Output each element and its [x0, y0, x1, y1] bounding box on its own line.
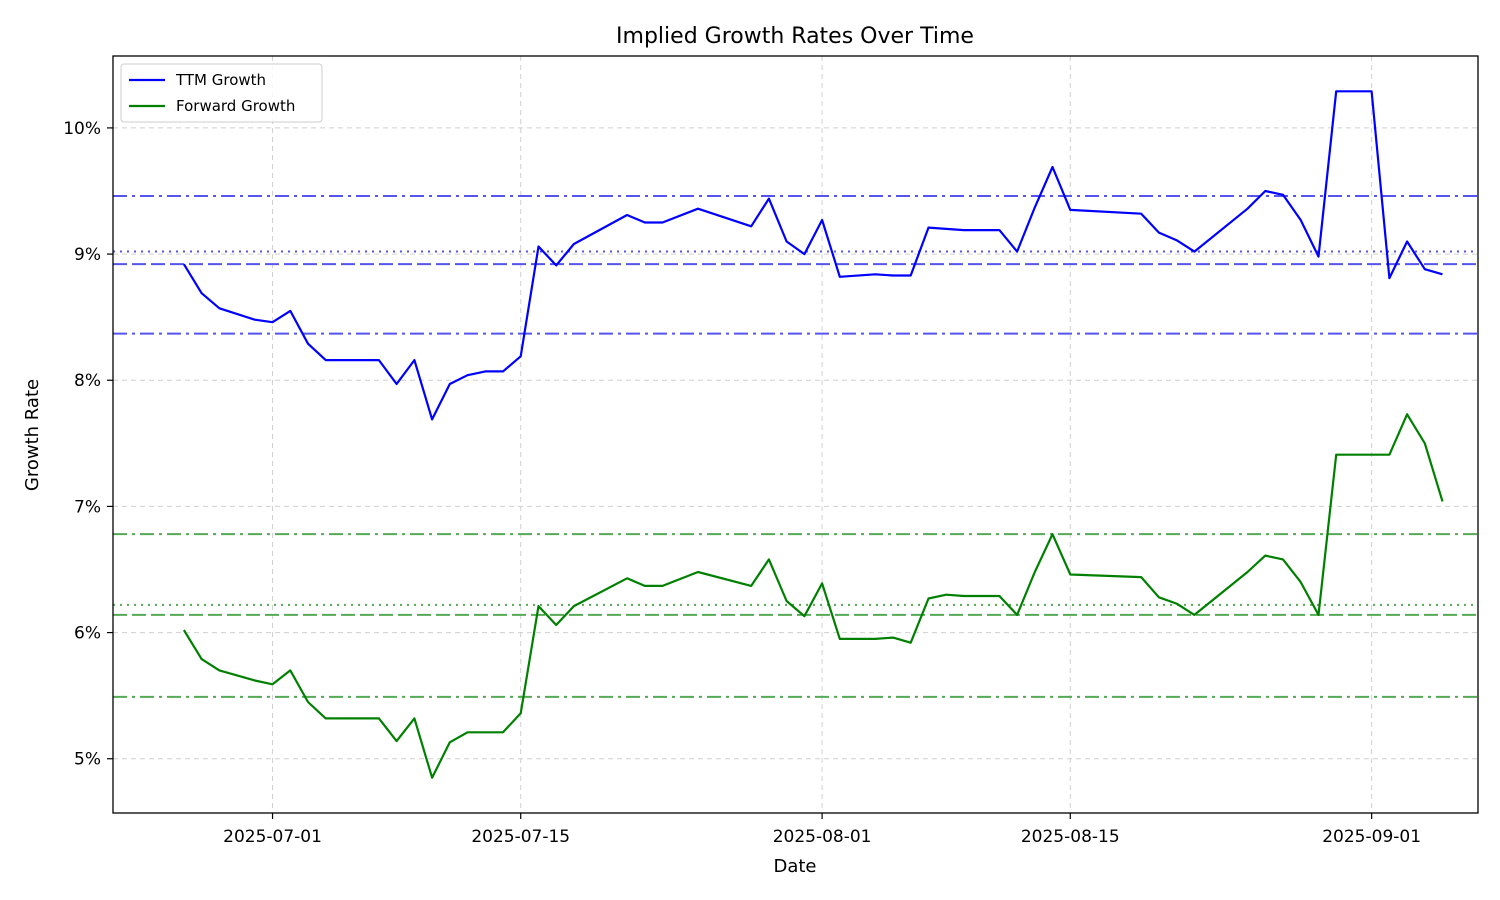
y-tick-label: 7% — [74, 497, 101, 517]
x-axis-label: Date — [773, 856, 816, 877]
series-lines — [182, 90, 1444, 779]
legend: TTM Growth Forward Growth — [120, 63, 323, 123]
x-tick-label: 2025-08-01 — [773, 827, 872, 847]
y-axis-ticks: 5% 6% 7% 8% 9% 10% — [63, 119, 113, 770]
reference-lines — [113, 195, 1478, 698]
plot-frame — [112, 55, 1479, 814]
y-tick-label: 8% — [74, 371, 101, 391]
x-tick-label: 2025-09-01 — [1322, 827, 1421, 847]
series-line-forward — [182, 413, 1444, 779]
y-axis-label: Growth Rate — [22, 379, 43, 491]
y-tick-label: 10% — [63, 119, 101, 139]
y-tick-label: 6% — [74, 624, 101, 644]
y-tick-label: 5% — [74, 750, 101, 770]
legend-label-ttm: TTM Growth — [175, 71, 266, 89]
legend-box — [120, 63, 323, 123]
series-line-ttm — [182, 90, 1443, 421]
y-tick-label: 9% — [74, 245, 101, 265]
legend-label-forward: Forward Growth — [176, 97, 295, 115]
x-tick-label: 2025-07-01 — [223, 827, 322, 847]
x-tick-label: 2025-07-15 — [471, 827, 570, 847]
x-tick-label: 2025-08-15 — [1021, 827, 1120, 847]
x-axis-ticks: 2025-07-01 2025-07-15 2025-08-01 2025-08-15… — [223, 813, 1421, 847]
grid — [113, 56, 1478, 813]
chart-title: Implied Growth Rates Over Time — [616, 24, 974, 49]
